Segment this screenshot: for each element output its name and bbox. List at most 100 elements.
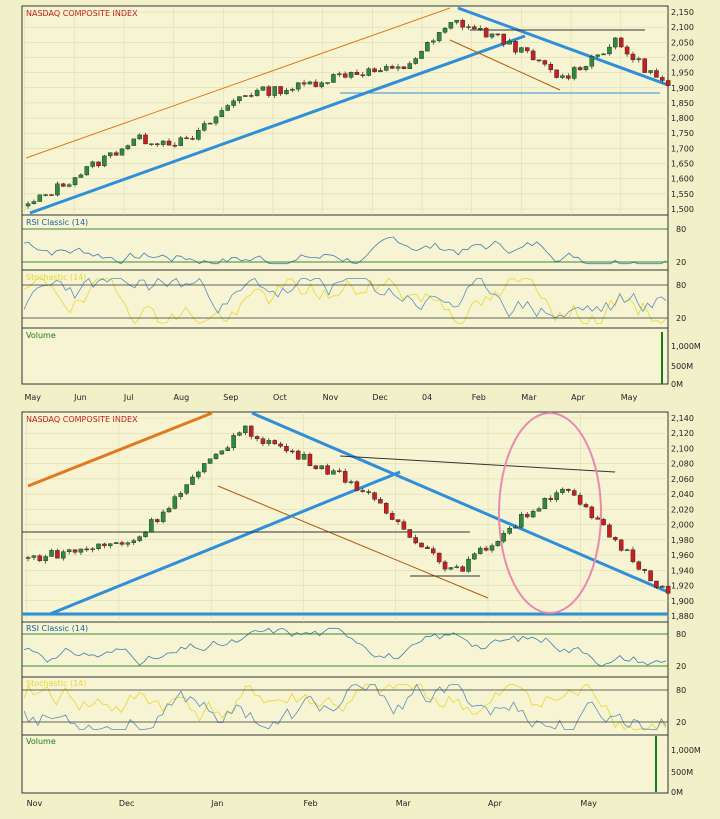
candle-body <box>84 166 90 176</box>
candle-body <box>90 548 95 550</box>
bottom-y-tick-label: 2,040 <box>671 490 694 499</box>
candle-body <box>519 47 524 53</box>
candle-body <box>149 143 154 145</box>
candle-body <box>90 161 95 167</box>
candle-body <box>519 514 524 528</box>
candle-body <box>102 543 107 547</box>
candle-body <box>495 541 501 546</box>
candle-body <box>295 450 301 460</box>
candle-body <box>348 72 354 78</box>
candle-body <box>354 481 360 491</box>
bottom-y-tick-label: 2,020 <box>671 505 694 514</box>
candle-body <box>178 137 184 146</box>
bottom-stoch-level-label: 20 <box>676 718 686 727</box>
bottom-y-tick-label: 1,940 <box>671 566 694 575</box>
top-rsi-level-label: 80 <box>676 225 686 234</box>
top-trend-blue-up <box>29 34 526 215</box>
candle-body <box>266 86 272 96</box>
candle-body <box>642 58 647 73</box>
top-stoch-label: Stochastic (14) <box>26 273 86 282</box>
candle-body <box>436 552 442 563</box>
candle-body <box>613 37 618 48</box>
bottom-y-tick-label: 2,000 <box>671 521 694 530</box>
top-y-tick-label: 1,500 <box>671 205 694 214</box>
candle-body <box>636 58 642 61</box>
candle-body <box>460 566 465 572</box>
candle-body <box>113 542 119 544</box>
candle-body <box>419 50 424 59</box>
candle-body <box>583 66 589 70</box>
bottom-highlight-oval <box>498 412 602 614</box>
bottom-resistance-line <box>339 455 616 473</box>
candle-body <box>395 519 401 522</box>
candle-body <box>237 96 242 102</box>
candle-body <box>119 542 125 545</box>
bottom-title: NASDAQ COMPOSITE INDEX <box>26 415 138 424</box>
candle-body <box>160 140 166 145</box>
top-x-tick-label: Jul <box>123 393 134 402</box>
top-y-tick-label: 1,950 <box>671 69 694 78</box>
candle-body <box>407 529 413 538</box>
candle-body <box>560 488 565 493</box>
bottom-x-tick-label: Nov <box>27 799 43 808</box>
candle-body <box>231 100 236 106</box>
top-y-tick-label: 1,600 <box>671 175 694 184</box>
candle-body <box>378 499 383 504</box>
top-title: NASDAQ COMPOSITE INDEX <box>26 9 138 18</box>
candle-body <box>507 40 512 45</box>
top-volume-tick-label: 0M <box>671 380 683 389</box>
candle-body <box>360 74 366 76</box>
top-x-tick-label: Dec <box>372 393 387 402</box>
top-y-tick-label: 2,150 <box>671 8 694 17</box>
top-rsi-line <box>23 236 667 265</box>
candle-body <box>589 506 595 519</box>
candle-body <box>55 550 60 559</box>
candle-body <box>389 66 395 69</box>
bottom-trend-blue-down <box>251 411 669 594</box>
candle-body <box>207 458 213 464</box>
candle-body <box>554 69 559 78</box>
top-x-tick-label: Apr <box>571 393 586 402</box>
candle-body <box>131 540 137 543</box>
top-x-tick-label: Sep <box>223 393 238 402</box>
candle-body <box>231 435 236 448</box>
candle-body <box>595 517 600 520</box>
candle-body <box>219 110 225 118</box>
top-stoch-level-label: 20 <box>676 314 686 323</box>
candle-body <box>366 68 371 76</box>
candle-body <box>102 155 107 167</box>
top-y-tick-label: 1,550 <box>671 190 694 199</box>
top-y-tick-label: 1,700 <box>671 144 694 153</box>
bottom-volume-label: Volume <box>26 737 56 746</box>
candle-body <box>331 74 336 83</box>
candle-body <box>278 86 283 95</box>
top-channel-orange-2 <box>449 39 561 91</box>
candle-body <box>154 143 160 145</box>
candle-body <box>166 508 172 513</box>
candle-body <box>213 116 219 124</box>
candle-body <box>395 66 401 69</box>
candle-body <box>384 503 389 514</box>
top-volume-tick-label: 1,000M <box>671 342 701 351</box>
candle-body <box>489 545 495 551</box>
candle-body <box>660 77 665 81</box>
candle-body <box>618 37 624 48</box>
bottom-y-tick-label: 2,140 <box>671 414 694 423</box>
candle-body <box>478 547 483 555</box>
bottom-y-tick-label: 1,960 <box>671 551 694 560</box>
candle-body <box>542 497 548 509</box>
candle-body <box>172 496 178 509</box>
bottom-stoch-label: Stochastic (14) <box>26 679 86 688</box>
bottom-x-tick-label: Jan <box>210 799 223 808</box>
bottom-volume-tick-label: 500M <box>671 768 693 777</box>
bottom-volume-panel <box>21 734 669 794</box>
candle-body <box>307 81 313 85</box>
candle-body <box>184 137 189 140</box>
bottom-volume-tick-label: 0M <box>671 788 683 797</box>
candle-body <box>49 550 54 557</box>
candle-body <box>43 556 48 562</box>
top-volume-label: Volume <box>26 331 56 340</box>
candle-body <box>178 492 184 497</box>
candle-body <box>636 561 642 570</box>
